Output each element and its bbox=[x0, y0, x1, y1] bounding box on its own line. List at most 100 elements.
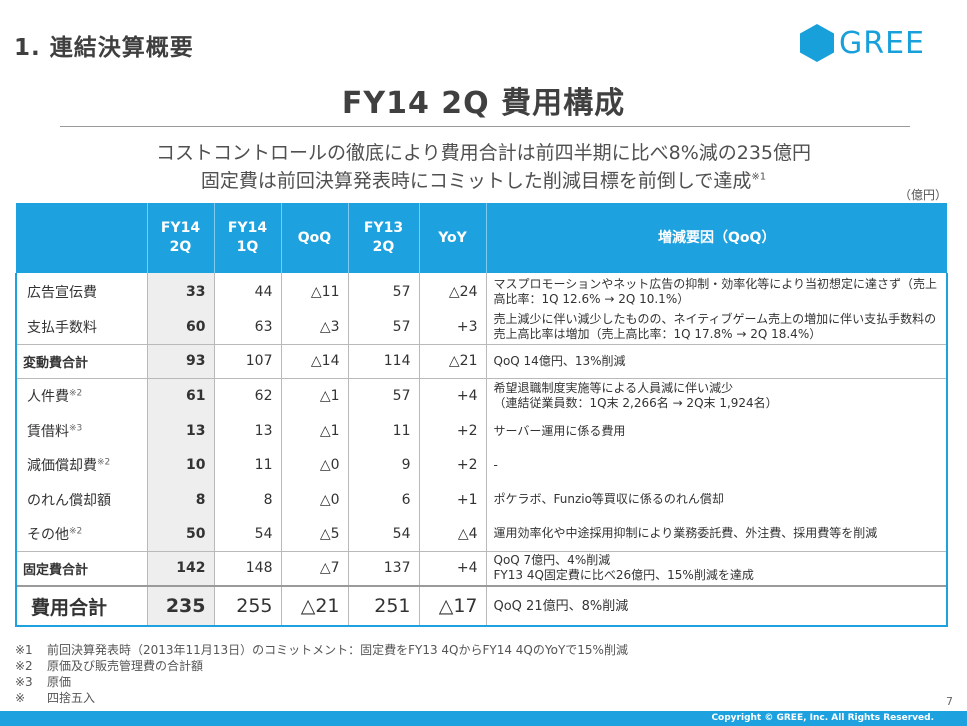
cell-fy13-2q: 54 bbox=[347, 517, 419, 551]
page-title: FY14 2Q 費用構成 bbox=[341, 86, 626, 121]
cell-fy14-1q: 8 bbox=[213, 482, 281, 517]
cell-yoy: △24 bbox=[418, 273, 486, 310]
header-yoy: YoY bbox=[418, 203, 486, 273]
footnote: ※1 前回決算発表時（2013年11月13日）のコミットメント：固定費をFY13 … bbox=[15, 643, 628, 657]
header-fy14-2q: FY14 2Q bbox=[146, 203, 214, 273]
cell-fy13-2q: 9 bbox=[347, 448, 419, 482]
header-qoq: QoQ bbox=[280, 203, 348, 273]
row-label: 賃借料※3 bbox=[15, 414, 147, 448]
cell-reason: ポケラボ、Funzio等買収に係るのれん償却 bbox=[485, 482, 948, 517]
footnote: ※2 原価及び販売管理費の合計額 bbox=[15, 659, 204, 673]
cell-reason: QoQ 7億円、4%削減 FY13 4Q固定費に比べ26億円、15%削減を達成 bbox=[485, 550, 948, 587]
cell-fy14-1q: 63 bbox=[213, 310, 281, 344]
hexagon-logo-icon bbox=[800, 24, 834, 62]
cell-fy13-2q: 114 bbox=[347, 343, 419, 379]
table-row: 賃借料※3 13 13 △1 11 +2 サーバー運用に係る費用 bbox=[15, 414, 948, 448]
cell-yoy: △17 bbox=[418, 585, 486, 627]
grand-total-row: 費用合計 235 255 △21 251 △17 QoQ 21億円、8%削減 bbox=[15, 585, 948, 627]
table-row: 支払手数料 60 63 △3 57 +3 売上減少に伴い減少したものの、ネイティ… bbox=[15, 310, 948, 344]
cell-fy13-2q: 11 bbox=[347, 414, 419, 448]
summary-line-1: コストコントロールの徹底により費用合計は前四半期に比べ8%減の235億円 bbox=[155, 142, 812, 164]
cell-reason: サーバー運用に係る費用 bbox=[485, 414, 948, 448]
summary-line-2: 固定費は前回決算発表時にコミットした削減目標を前倒しで達成※1 bbox=[0, 166, 967, 193]
cell-fy14-1q: 107 bbox=[213, 343, 281, 379]
header-fy13-2q: FY13 2Q bbox=[347, 203, 419, 273]
cell-fy14-2q: 93 bbox=[146, 343, 214, 379]
cell-fy14-2q: 10 bbox=[146, 448, 214, 482]
cell-yoy: △4 bbox=[418, 517, 486, 551]
cell-fy14-1q: 255 bbox=[213, 585, 281, 627]
cell-reason: 売上減少に伴い減少したものの、ネイティブゲーム売上の増加に伴い支払手数料の売上高… bbox=[485, 310, 948, 344]
header-fy14-1q: FY14 1Q bbox=[213, 203, 281, 273]
cell-qoq: △14 bbox=[280, 343, 348, 379]
cell-fy13-2q: 6 bbox=[347, 482, 419, 517]
title-divider bbox=[60, 126, 910, 127]
cell-yoy: +2 bbox=[418, 414, 486, 448]
cell-qoq: △5 bbox=[280, 517, 348, 551]
table-row: 広告宣伝費 33 44 △11 57 △24 マスプロモーションやネット広告の抑… bbox=[15, 273, 948, 310]
cell-qoq: △1 bbox=[280, 414, 348, 448]
table-row: 人件費※2 61 62 △1 57 +4 希望退職制度実施等による人員減に伴い減… bbox=[15, 378, 948, 414]
row-label: 固定費合計 bbox=[15, 550, 147, 587]
cell-yoy: +3 bbox=[418, 310, 486, 344]
cell-reason: QoQ 21億円、8%削減 bbox=[485, 585, 948, 627]
cell-yoy: +2 bbox=[418, 448, 486, 482]
cell-fy14-1q: 11 bbox=[213, 448, 281, 482]
cell-qoq: △3 bbox=[280, 310, 348, 344]
summary-line-2-text: 固定費は前回決算発表時にコミットした削減目標を前倒しで達成 bbox=[200, 170, 752, 192]
cell-fy14-2q: 142 bbox=[146, 550, 214, 587]
cell-fy14-2q: 61 bbox=[146, 378, 214, 414]
cell-qoq: △0 bbox=[280, 448, 348, 482]
footnote: ※3 原価 bbox=[15, 675, 72, 689]
cost-structure-table: FY14 2Q FY14 1Q QoQ FY13 2Q YoY 増減要因（QoQ） 広… bbox=[15, 203, 948, 627]
copyright-footer: Copyright © GREE, Inc. All Rights Reserv… bbox=[0, 711, 967, 726]
section-title: 1. 連結決算概要 bbox=[14, 35, 194, 61]
cell-fy13-2q: 137 bbox=[347, 550, 419, 587]
cell-fy14-2q: 13 bbox=[146, 414, 214, 448]
cell-yoy: △21 bbox=[418, 343, 486, 379]
row-label: 広告宣伝費 bbox=[15, 273, 147, 310]
header-blank bbox=[16, 203, 147, 273]
cell-fy14-2q: 60 bbox=[146, 310, 214, 344]
row-label: 人件費※2 bbox=[15, 378, 147, 414]
cell-fy14-1q: 13 bbox=[213, 414, 281, 448]
subtotal-row-fixed: 固定費合計 142 148 △7 137 +4 QoQ 7億円、4%削減 FY13… bbox=[15, 550, 948, 587]
cell-reason: 運用効率化や中途採用抑制により業務委託費、外注費、採用費等を削減 bbox=[485, 517, 948, 551]
cell-qoq: △1 bbox=[280, 378, 348, 414]
page-number: 7 bbox=[946, 695, 953, 708]
row-label: 減価償却費※2 bbox=[15, 448, 147, 482]
cell-fy13-2q: 251 bbox=[347, 585, 419, 627]
row-label: 費用合計 bbox=[15, 585, 147, 627]
table-header-row: FY14 2Q FY14 1Q QoQ FY13 2Q YoY 増減要因（QoQ） bbox=[16, 203, 947, 273]
cell-fy14-2q: 235 bbox=[146, 585, 214, 627]
cell-qoq: △11 bbox=[280, 273, 348, 310]
header-reason: 増減要因（QoQ） bbox=[485, 203, 947, 273]
row-label: 変動費合計 bbox=[15, 343, 147, 379]
cell-fy14-1q: 62 bbox=[213, 378, 281, 414]
row-label: のれん償却額 bbox=[15, 482, 147, 517]
row-label: その他※2 bbox=[15, 517, 147, 551]
cell-yoy: +4 bbox=[418, 550, 486, 587]
cell-qoq: △21 bbox=[280, 585, 348, 627]
gree-logo: GREE bbox=[800, 24, 925, 62]
cell-fy14-2q: 33 bbox=[146, 273, 214, 310]
cell-reason: 希望退職制度実施等による人員減に伴い減少 （連結従業員数：1Q末 2,266名 →… bbox=[485, 378, 948, 414]
table-row: その他※2 50 54 △5 54 △4 運用効率化や中途採用抑制により業務委託… bbox=[15, 517, 948, 551]
cell-fy14-2q: 50 bbox=[146, 517, 214, 551]
table-row: のれん償却額 8 8 △0 6 +1 ポケラボ、Funzio等買収に係るのれん償… bbox=[15, 482, 948, 517]
cell-fy13-2q: 57 bbox=[347, 310, 419, 344]
cell-fy14-2q: 8 bbox=[146, 482, 214, 517]
cell-fy13-2q: 57 bbox=[347, 378, 419, 414]
subtotal-row-variable: 変動費合計 93 107 △14 114 △21 QoQ 14億円、13%削減 bbox=[15, 343, 948, 379]
cell-qoq: △0 bbox=[280, 482, 348, 517]
cell-reason: - bbox=[485, 448, 948, 482]
logo-text: GREE bbox=[839, 25, 926, 61]
cell-reason: QoQ 14億円、13%削減 bbox=[485, 343, 948, 379]
unit-label: （億円） bbox=[898, 188, 947, 202]
cell-fy14-1q: 54 bbox=[213, 517, 281, 551]
summary-footnote-mark: ※1 bbox=[751, 171, 767, 183]
cell-fy14-1q: 148 bbox=[213, 550, 281, 587]
cell-qoq: △7 bbox=[280, 550, 348, 587]
footnote: ※ 四捨五入 bbox=[15, 691, 96, 705]
row-label: 支払手数料 bbox=[15, 310, 147, 344]
